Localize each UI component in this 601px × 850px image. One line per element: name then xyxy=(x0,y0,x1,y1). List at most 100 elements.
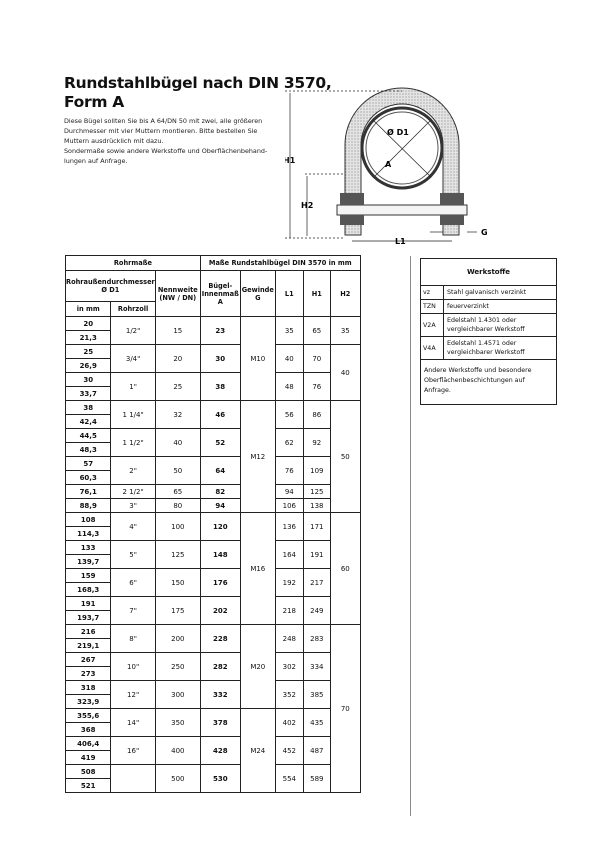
header-mm: in mm xyxy=(64,301,112,317)
nennweite: 25 xyxy=(154,372,201,401)
table-row: 108 4" 100 120 M16 136 171 60 xyxy=(64,512,361,625)
rohrzoll: 3" xyxy=(110,498,156,513)
table-row: 88,9 3" 80 94 106 138 xyxy=(64,498,361,513)
d1-mm: 193,7 xyxy=(64,610,112,625)
d1-mm: 406,4 xyxy=(64,736,112,751)
table-row: 30 1" 25 38 48 76 xyxy=(64,372,361,401)
header-h2: H2 xyxy=(329,270,361,317)
header-d1: Rohraußendurchmesser Ø D1 xyxy=(65,270,156,302)
intro-line: Muttern ausdrücklich mit dazu. xyxy=(64,137,164,145)
h1: 487 xyxy=(302,736,331,765)
innenmass-a: 148 xyxy=(199,540,241,569)
d1-mm: 42,4 xyxy=(64,414,112,429)
d1-mm: 318 xyxy=(64,680,112,695)
table-row: 191 7" 175 202 218 249 xyxy=(64,596,361,625)
material-code: V2A xyxy=(421,314,444,336)
innenmass-a: 23 xyxy=(199,316,241,345)
innenmass-a: 82 xyxy=(199,484,241,499)
nennweite: 100 xyxy=(154,512,201,541)
rohrzoll: 16" xyxy=(110,736,156,765)
h1: 125 xyxy=(302,484,331,499)
gewinde: M12 xyxy=(239,400,276,513)
d1-mm: 25 xyxy=(64,344,112,359)
table-row: 508 500 530 554 589 xyxy=(64,764,361,793)
material-row: vz Stahl galvanisch verzinkt xyxy=(421,286,556,300)
intro-text: Diese Bügel sollten Sie bis A 64/DN 50 m… xyxy=(64,116,289,166)
d1-mm: 219,1 xyxy=(64,638,112,653)
rohrzoll: 7" xyxy=(110,596,156,625)
l1: 62 xyxy=(274,428,304,457)
d1-mm: 273 xyxy=(64,666,112,681)
rohrzoll: 1" xyxy=(110,372,156,401)
d1-mm: 419 xyxy=(64,750,112,765)
l1: 40 xyxy=(274,344,304,373)
nennweite: 32 xyxy=(154,400,201,429)
table-body: 20 1/2" 15 23 M10 35 65 35 21,3 25 3/4" 20 30 40 70 40 2… xyxy=(64,316,361,793)
l1: 56 xyxy=(274,400,304,429)
rohrzoll: 4" xyxy=(110,512,156,541)
h1: 65 xyxy=(302,316,331,345)
innenmass-a: 428 xyxy=(199,736,241,765)
table-row: 419 xyxy=(64,750,361,765)
table-row: 355,6 14" 350 378 M24 402 435 xyxy=(64,708,361,793)
d1-mm: 133 xyxy=(64,540,112,555)
gewinde: M20 xyxy=(239,624,276,709)
d1-mm: 521 xyxy=(64,778,112,793)
header-zoll: Rohrzoll xyxy=(110,301,156,317)
h1: 334 xyxy=(302,652,331,681)
innenmass-a: 120 xyxy=(199,512,241,541)
h2: 50 xyxy=(329,400,361,513)
rohrzoll: 12" xyxy=(110,680,156,709)
innenmass-a: 282 xyxy=(199,652,241,681)
divider xyxy=(410,256,411,816)
nennweite: 20 xyxy=(154,344,201,373)
l1: 76 xyxy=(274,456,304,485)
d1-mm: 60,3 xyxy=(64,470,112,485)
material-row: V2A Edelstahl 1.4301 oder vergleichbarer … xyxy=(421,314,556,337)
material-desc: Edelstahl 1.4571 oder vergleichbarer Wer… xyxy=(447,340,525,356)
table-row: 406,4 16" 400 428 452 487 xyxy=(64,736,361,765)
material-desc: feuerverzinkt xyxy=(447,303,489,310)
materials-box: Werkstoffe vz Stahl galvanisch verzinkt T… xyxy=(420,258,557,405)
table-row: 521 xyxy=(64,778,361,793)
table-row: 133 5" 125 148 164 191 xyxy=(64,540,361,569)
h1: 589 xyxy=(302,764,331,793)
d1-mm: 33,7 xyxy=(64,386,112,401)
materials-note: Andere Werkstoffe und besondere Oberfläc… xyxy=(424,367,532,394)
header-masse: Maße Rundstahlbügel DIN 3570 in mm xyxy=(199,255,361,271)
intro-line: Durchmesser mit vier Muttern montieren. … xyxy=(64,127,258,135)
header-g: Gewinde G xyxy=(239,270,276,317)
page-title: Rundstahlbügel nach DIN 3570, Form A xyxy=(64,74,332,112)
rohrzoll: 14" xyxy=(110,708,156,737)
d1-mm: 38 xyxy=(64,400,112,415)
rohrzoll: 1 1/2" xyxy=(110,428,156,457)
d1-mm: 48,3 xyxy=(64,442,112,457)
d1-mm: 368 xyxy=(64,722,112,737)
table-row: 57 2" 50 64 76 109 xyxy=(64,456,361,485)
intro-line: lungen auf Anfrage. xyxy=(64,157,128,165)
material-row: TZN feuerverzinkt xyxy=(421,300,556,314)
nennweite: 400 xyxy=(154,736,201,765)
h1: 138 xyxy=(302,498,331,513)
gewinde: M10 xyxy=(239,316,276,401)
innenmass-a: 332 xyxy=(199,680,241,709)
rohrzoll: 2 1/2" xyxy=(110,484,156,499)
d1-mm: 114,3 xyxy=(64,526,112,541)
header-l1: L1 xyxy=(274,270,304,317)
table-row: 20 1/2" 15 23 M10 35 65 35 xyxy=(64,316,361,401)
d1-mm: 191 xyxy=(64,596,112,611)
innenmass-a: 378 xyxy=(199,708,241,737)
nennweite: 150 xyxy=(154,568,201,597)
d1-mm: 20 xyxy=(64,316,112,331)
material-row: V4A Edelstahl 1.4571 oder vergleichbarer … xyxy=(421,337,556,360)
table-row: 318 12" 300 332 352 385 xyxy=(64,680,361,709)
h1: 191 xyxy=(302,540,331,569)
h1: 70 xyxy=(302,344,331,373)
d1-mm: 44,5 xyxy=(64,428,112,443)
l1: 164 xyxy=(274,540,304,569)
l1: 218 xyxy=(274,596,304,625)
rohrzoll: 6" xyxy=(110,568,156,597)
innenmass-a: 38 xyxy=(199,372,241,401)
rohrzoll: 3/4" xyxy=(110,344,156,373)
